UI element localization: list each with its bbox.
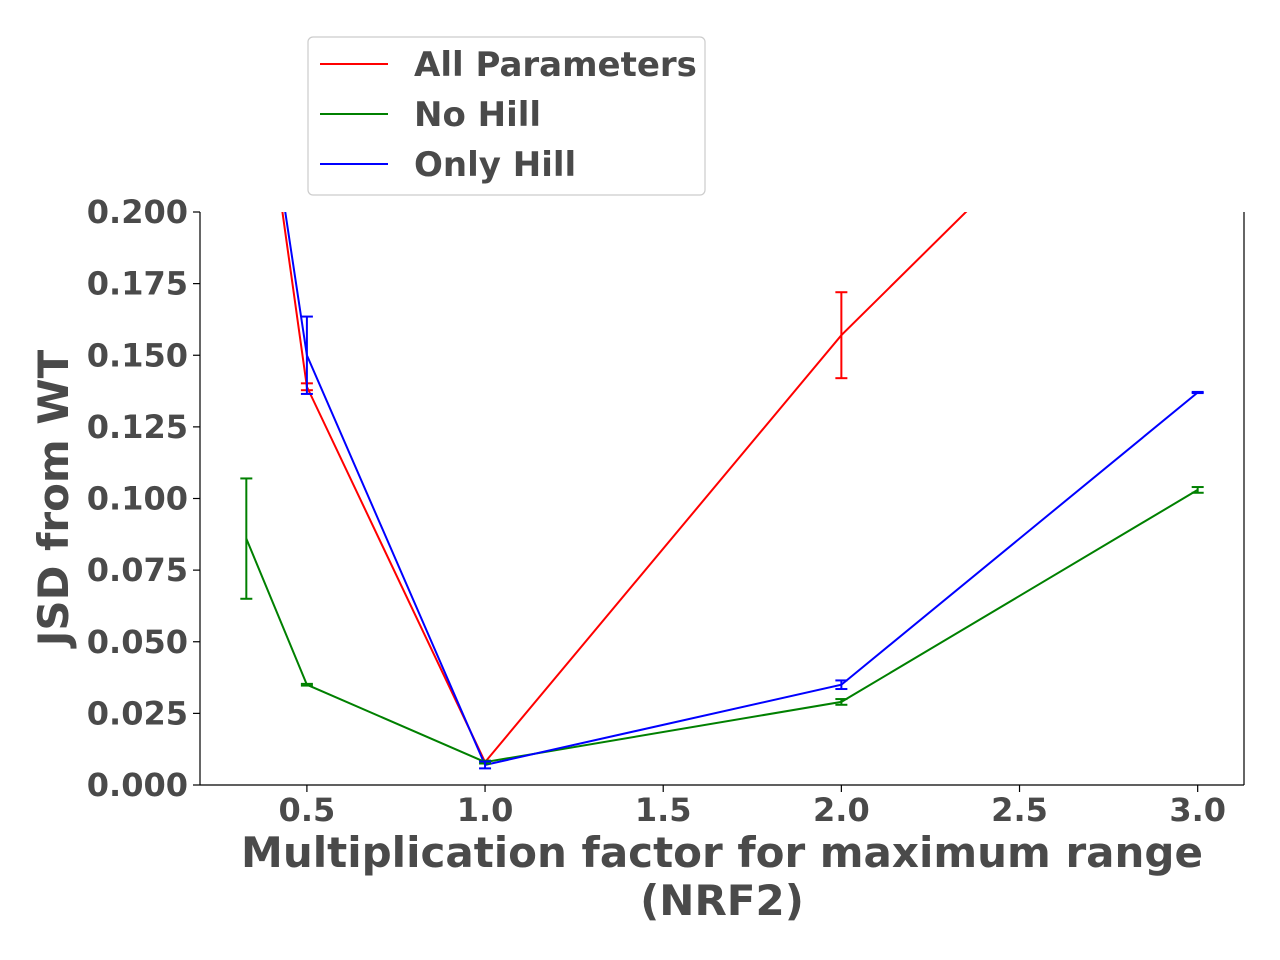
legend-label-no-hill: No Hill (414, 95, 541, 135)
y-tick-label: 0.150 (87, 336, 188, 374)
errorbar-no-hill (300, 682, 313, 687)
x-tick-label: 1.5 (635, 791, 692, 829)
y-tick-label: 0.200 (87, 193, 188, 231)
errorbar-layer (240, 291, 1204, 770)
x-tick-label: 2.0 (813, 791, 870, 829)
errorbar-only-hill (1191, 390, 1204, 395)
errorbar-no-hill (835, 698, 848, 706)
x-tick-label: 1.0 (457, 791, 514, 829)
legend: All Parameters No Hill Only Hill (307, 36, 706, 196)
legend-box (307, 36, 706, 196)
x-ticks: 0.5 1.0 1.5 2.0 2.5 3.0 (279, 785, 1226, 829)
legend-label-only-hill: Only Hill (414, 145, 576, 185)
x-axis-label-line-2: (NRF2) (640, 876, 804, 925)
y-tick-label: 0.000 (87, 766, 188, 804)
y-axis-label: JSD from WT (29, 349, 78, 649)
errorbar-only-hill (300, 315, 313, 395)
errorbar-only-hill (835, 679, 848, 691)
legend-entries: All Parameters No Hill Only Hill (320, 45, 697, 185)
y-ticks: 0.000 0.025 0.050 0.075 0.100 0.125 0.150 0.175… (87, 193, 200, 804)
x-tick-label: 3.0 (1169, 791, 1226, 829)
legend-label-all-parameters: All Parameters (414, 45, 697, 85)
series-line-no-hill (245, 489, 1199, 764)
y-tick-label: 0.175 (87, 265, 188, 303)
errorbar-only-hill (479, 760, 492, 770)
x-tick-label: 2.5 (991, 791, 1048, 829)
y-tick-label: 0.075 (87, 551, 188, 589)
y-tick-label: 0.050 (87, 623, 188, 661)
errorbar-no-hill (1191, 486, 1204, 494)
x-axis-label-line-1: Multiplication factor for maximum range (241, 828, 1203, 877)
y-tick-label: 0.100 (87, 480, 188, 518)
errorbar-no-hill (240, 477, 253, 600)
x-tick-label: 0.5 (279, 791, 336, 829)
y-tick-label: 0.025 (87, 694, 188, 732)
y-tick-label: 0.125 (87, 408, 188, 446)
errorbar-all-parameters (835, 291, 848, 380)
